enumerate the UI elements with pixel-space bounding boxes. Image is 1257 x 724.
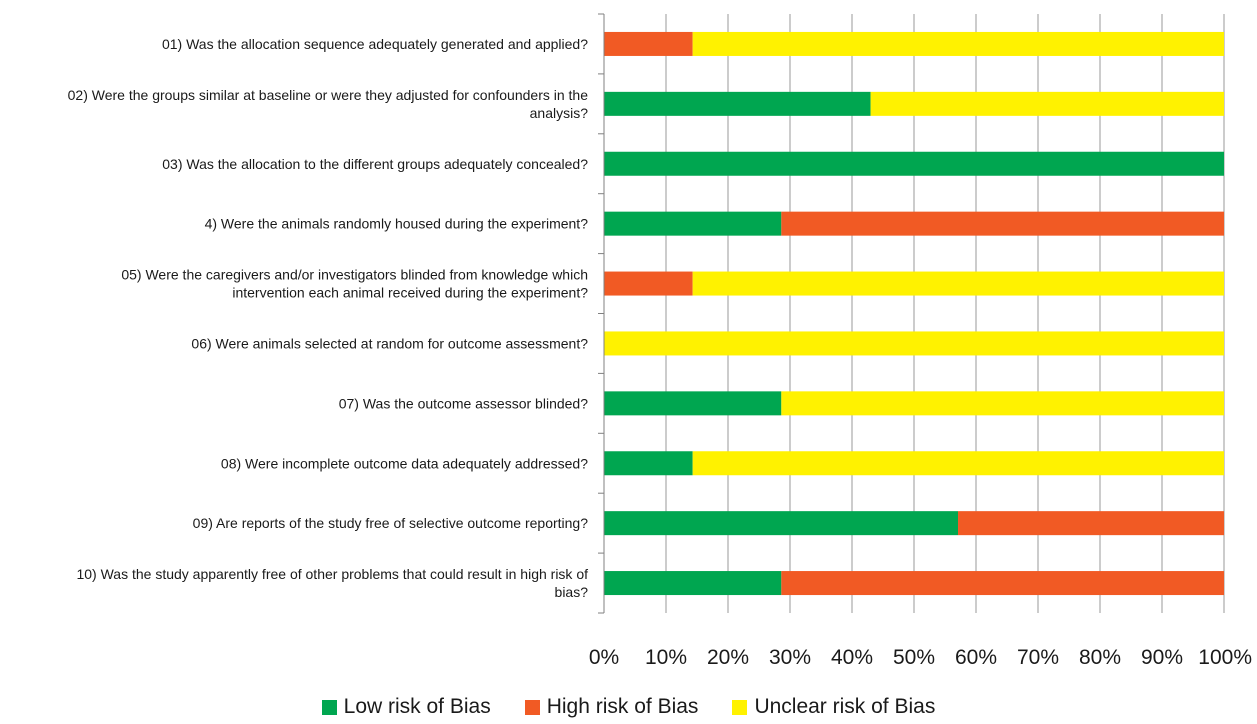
x-tick-label: 70% — [1017, 646, 1059, 669]
bar-segment-high — [604, 271, 693, 296]
bar-segment-low — [604, 451, 693, 476]
bar-segment-low — [604, 571, 782, 596]
bar-segment-low — [604, 511, 959, 536]
x-tick-label: 10% — [645, 646, 687, 669]
category-label: 09) Are reports of the study free of sel… — [193, 515, 589, 531]
bar-segment-high — [781, 211, 1224, 236]
bar-segment-low — [604, 211, 782, 236]
category-label: 01) Was the allocation sequence adequate… — [162, 36, 588, 52]
bar-segment-high — [604, 31, 693, 56]
legend-label-unclear: Unclear risk of Bias — [754, 695, 936, 718]
category-label: 05) Were the caregivers and/or investiga… — [121, 267, 588, 301]
bar-segment-low — [604, 91, 871, 116]
bar-segment-unclear — [692, 451, 1224, 476]
bar-segment-low — [604, 151, 1224, 176]
x-tick-label: 50% — [893, 646, 935, 669]
category-label: 03) Was the allocation to the different … — [162, 156, 588, 172]
x-tick-label: 100% — [1198, 646, 1252, 669]
bar-segment-unclear — [604, 331, 1224, 356]
legend-item-low: Low risk of Bias — [321, 695, 491, 719]
x-tick-label: 0% — [589, 646, 619, 669]
bar-segment-high — [958, 511, 1224, 536]
bar-segment-unclear — [781, 391, 1224, 416]
bar-segment-high — [781, 571, 1224, 596]
category-label: 10) Was the study apparently free of oth… — [76, 566, 588, 600]
legend-label-high: High risk of Bias — [546, 695, 699, 718]
bar-segment-unclear — [692, 31, 1224, 56]
legend: Low risk of Bias High risk of Bias Uncle… — [0, 694, 1257, 720]
x-tick-label: 20% — [707, 646, 749, 669]
category-label: 07) Was the outcome assessor blinded? — [339, 395, 588, 411]
legend-swatch-low — [321, 699, 337, 715]
x-tick-label: 90% — [1141, 646, 1183, 669]
category-label: 4) Were the animals randomly housed duri… — [205, 216, 589, 232]
legend-label-low: Low risk of Bias — [343, 695, 491, 718]
x-tick-label: 30% — [769, 646, 811, 669]
category-label: 02) Were the groups similar at baseline … — [68, 87, 589, 121]
legend-swatch-unclear — [732, 699, 748, 715]
bar-segment-unclear — [692, 271, 1224, 296]
x-tick-label: 60% — [955, 646, 997, 669]
legend-swatch-high — [524, 699, 540, 715]
x-tick-label: 80% — [1079, 646, 1121, 669]
legend-item-unclear: Unclear risk of Bias — [732, 695, 935, 719]
legend-item-high: High risk of Bias — [524, 695, 699, 719]
category-label: 06) Were animals selected at random for … — [191, 335, 588, 351]
x-tick-label: 40% — [831, 646, 873, 669]
category-label: 08) Were incomplete outcome data adequat… — [221, 455, 588, 471]
bar-segment-low — [604, 391, 782, 416]
bar-segment-unclear — [870, 91, 1224, 116]
